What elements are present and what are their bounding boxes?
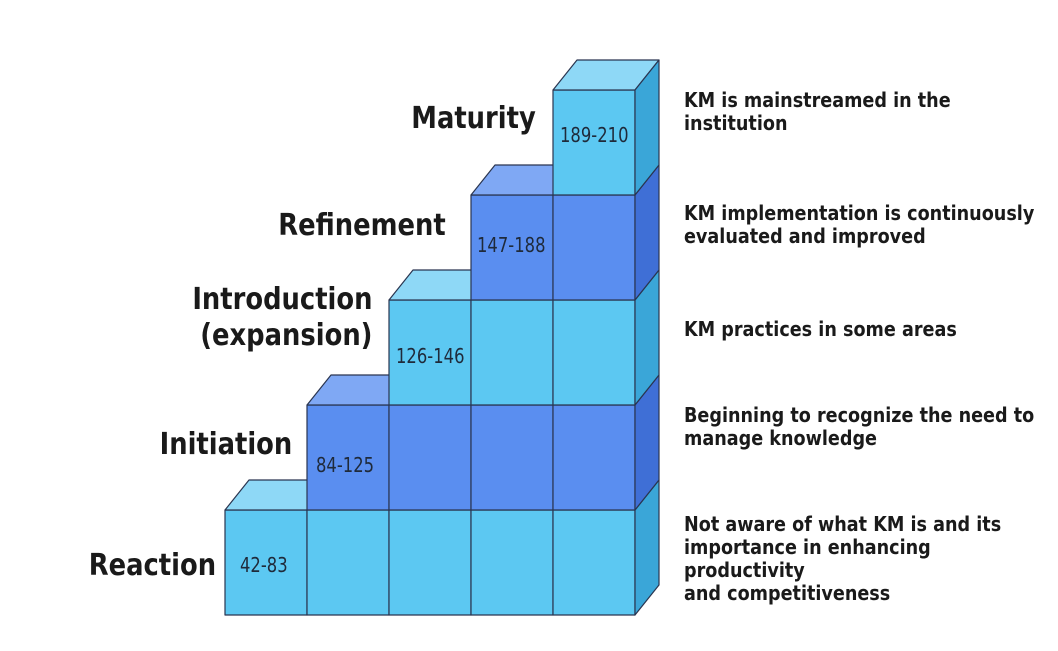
range-label-reaction: 42-83 — [240, 553, 288, 577]
level-label-introduction: Introduction (expansion) — [191, 282, 372, 353]
level-label-refinement: Refinement — [278, 208, 446, 243]
cube-front-reaction-col4 — [470, 509, 554, 616]
level-label-reaction: Reaction — [88, 548, 216, 583]
cube-front-introduction-col5 — [552, 299, 636, 406]
range-label-initiation: 84-125 — [316, 453, 375, 477]
range-label-maturity: 189-210 — [560, 123, 629, 147]
cube-front-refinement-col5 — [552, 194, 636, 301]
range-label-refinement: 147-188 — [477, 233, 546, 257]
cube-front-reaction-col2 — [306, 509, 390, 616]
description-refinement: KM implementation is continuously evalua… — [684, 201, 1035, 248]
cube-front-reaction-col5 — [552, 509, 636, 616]
cube-front-initiation-col4 — [470, 404, 554, 511]
cube-front-reaction-col3 — [388, 509, 472, 616]
description-introduction: KM practices in some areas — [684, 317, 957, 341]
range-label-introduction: 126-146 — [396, 344, 465, 368]
cube-front-initiation-col5 — [552, 404, 636, 511]
level-label-initiation: Initiation — [159, 427, 292, 462]
cube-front-initiation-col3 — [388, 404, 472, 511]
description-reaction: Not aware of what KM is and its importan… — [684, 512, 1002, 605]
description-maturity: KM is mainstreamed in the institution — [684, 88, 951, 135]
cube-front-introduction-col4 — [470, 299, 554, 406]
cube-side-maturity — [634, 59, 660, 196]
description-initiation: Beginning to recognize the need to manag… — [684, 403, 1035, 450]
level-label-maturity: Maturity — [411, 101, 536, 136]
